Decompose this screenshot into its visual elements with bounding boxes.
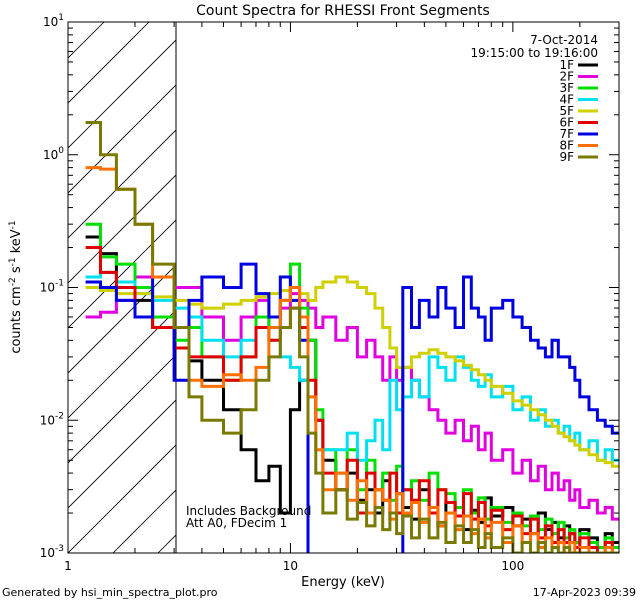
y-tick-label: 10-2 [40,411,64,427]
series-9f [85,121,619,553]
y-tick-label: 10-1 [40,279,64,295]
legend-label-4f: 4F [559,93,574,107]
legend-label-1f: 1F [559,58,574,72]
chart-title: Count Spectra for RHESSI Front Segments [196,3,490,19]
legend-label-9f: 9F [559,150,574,164]
footer-generated-by: Generated by hsi_min_spectra_plot.pro [2,586,218,599]
y-axis-label: counts cm-2 s-1 keV-1 [8,220,24,353]
hatch-line [68,84,176,194]
legend-label-2f: 2F [559,70,574,84]
legend-label-5f: 5F [559,104,574,118]
hatch-line [563,22,640,553]
x-axis-label: Energy (keV) [301,575,385,590]
series-6f [85,246,619,553]
series-7f [85,262,619,553]
hatch-line [68,444,176,553]
x-tick-label: 10 [283,559,298,573]
hatch-line [428,22,640,553]
annotation-attenuator: Att A0, FDecim 1 [186,516,287,530]
series-4f [85,270,619,462]
x-tick-label: 1 [64,559,72,573]
y-tick-label: 100 [43,146,64,162]
y-tick-label: 101 [43,13,64,29]
legend-date: 7-Oct-2014 [530,33,598,47]
legend-label-3f: 3F [559,81,574,95]
hatch-line [68,399,176,509]
x-tick-label: 100 [501,559,524,573]
legend-label-7f: 7F [559,127,574,141]
series-5f [85,275,619,468]
hatch-line [518,22,640,553]
y-tick-label: 10-3 [40,544,64,560]
footer-timestamp: 17-Apr-2023 09:39 [533,586,636,599]
series-2f [85,275,619,521]
hatch-line [68,39,176,149]
legend-label-8f: 8F [559,139,574,153]
annotation-background: Includes Background [186,504,311,518]
legend-time-range: 19:15:00 to 19:16:00 [471,46,598,60]
series-8f [85,166,619,553]
legend-label-6f: 6F [559,116,574,130]
